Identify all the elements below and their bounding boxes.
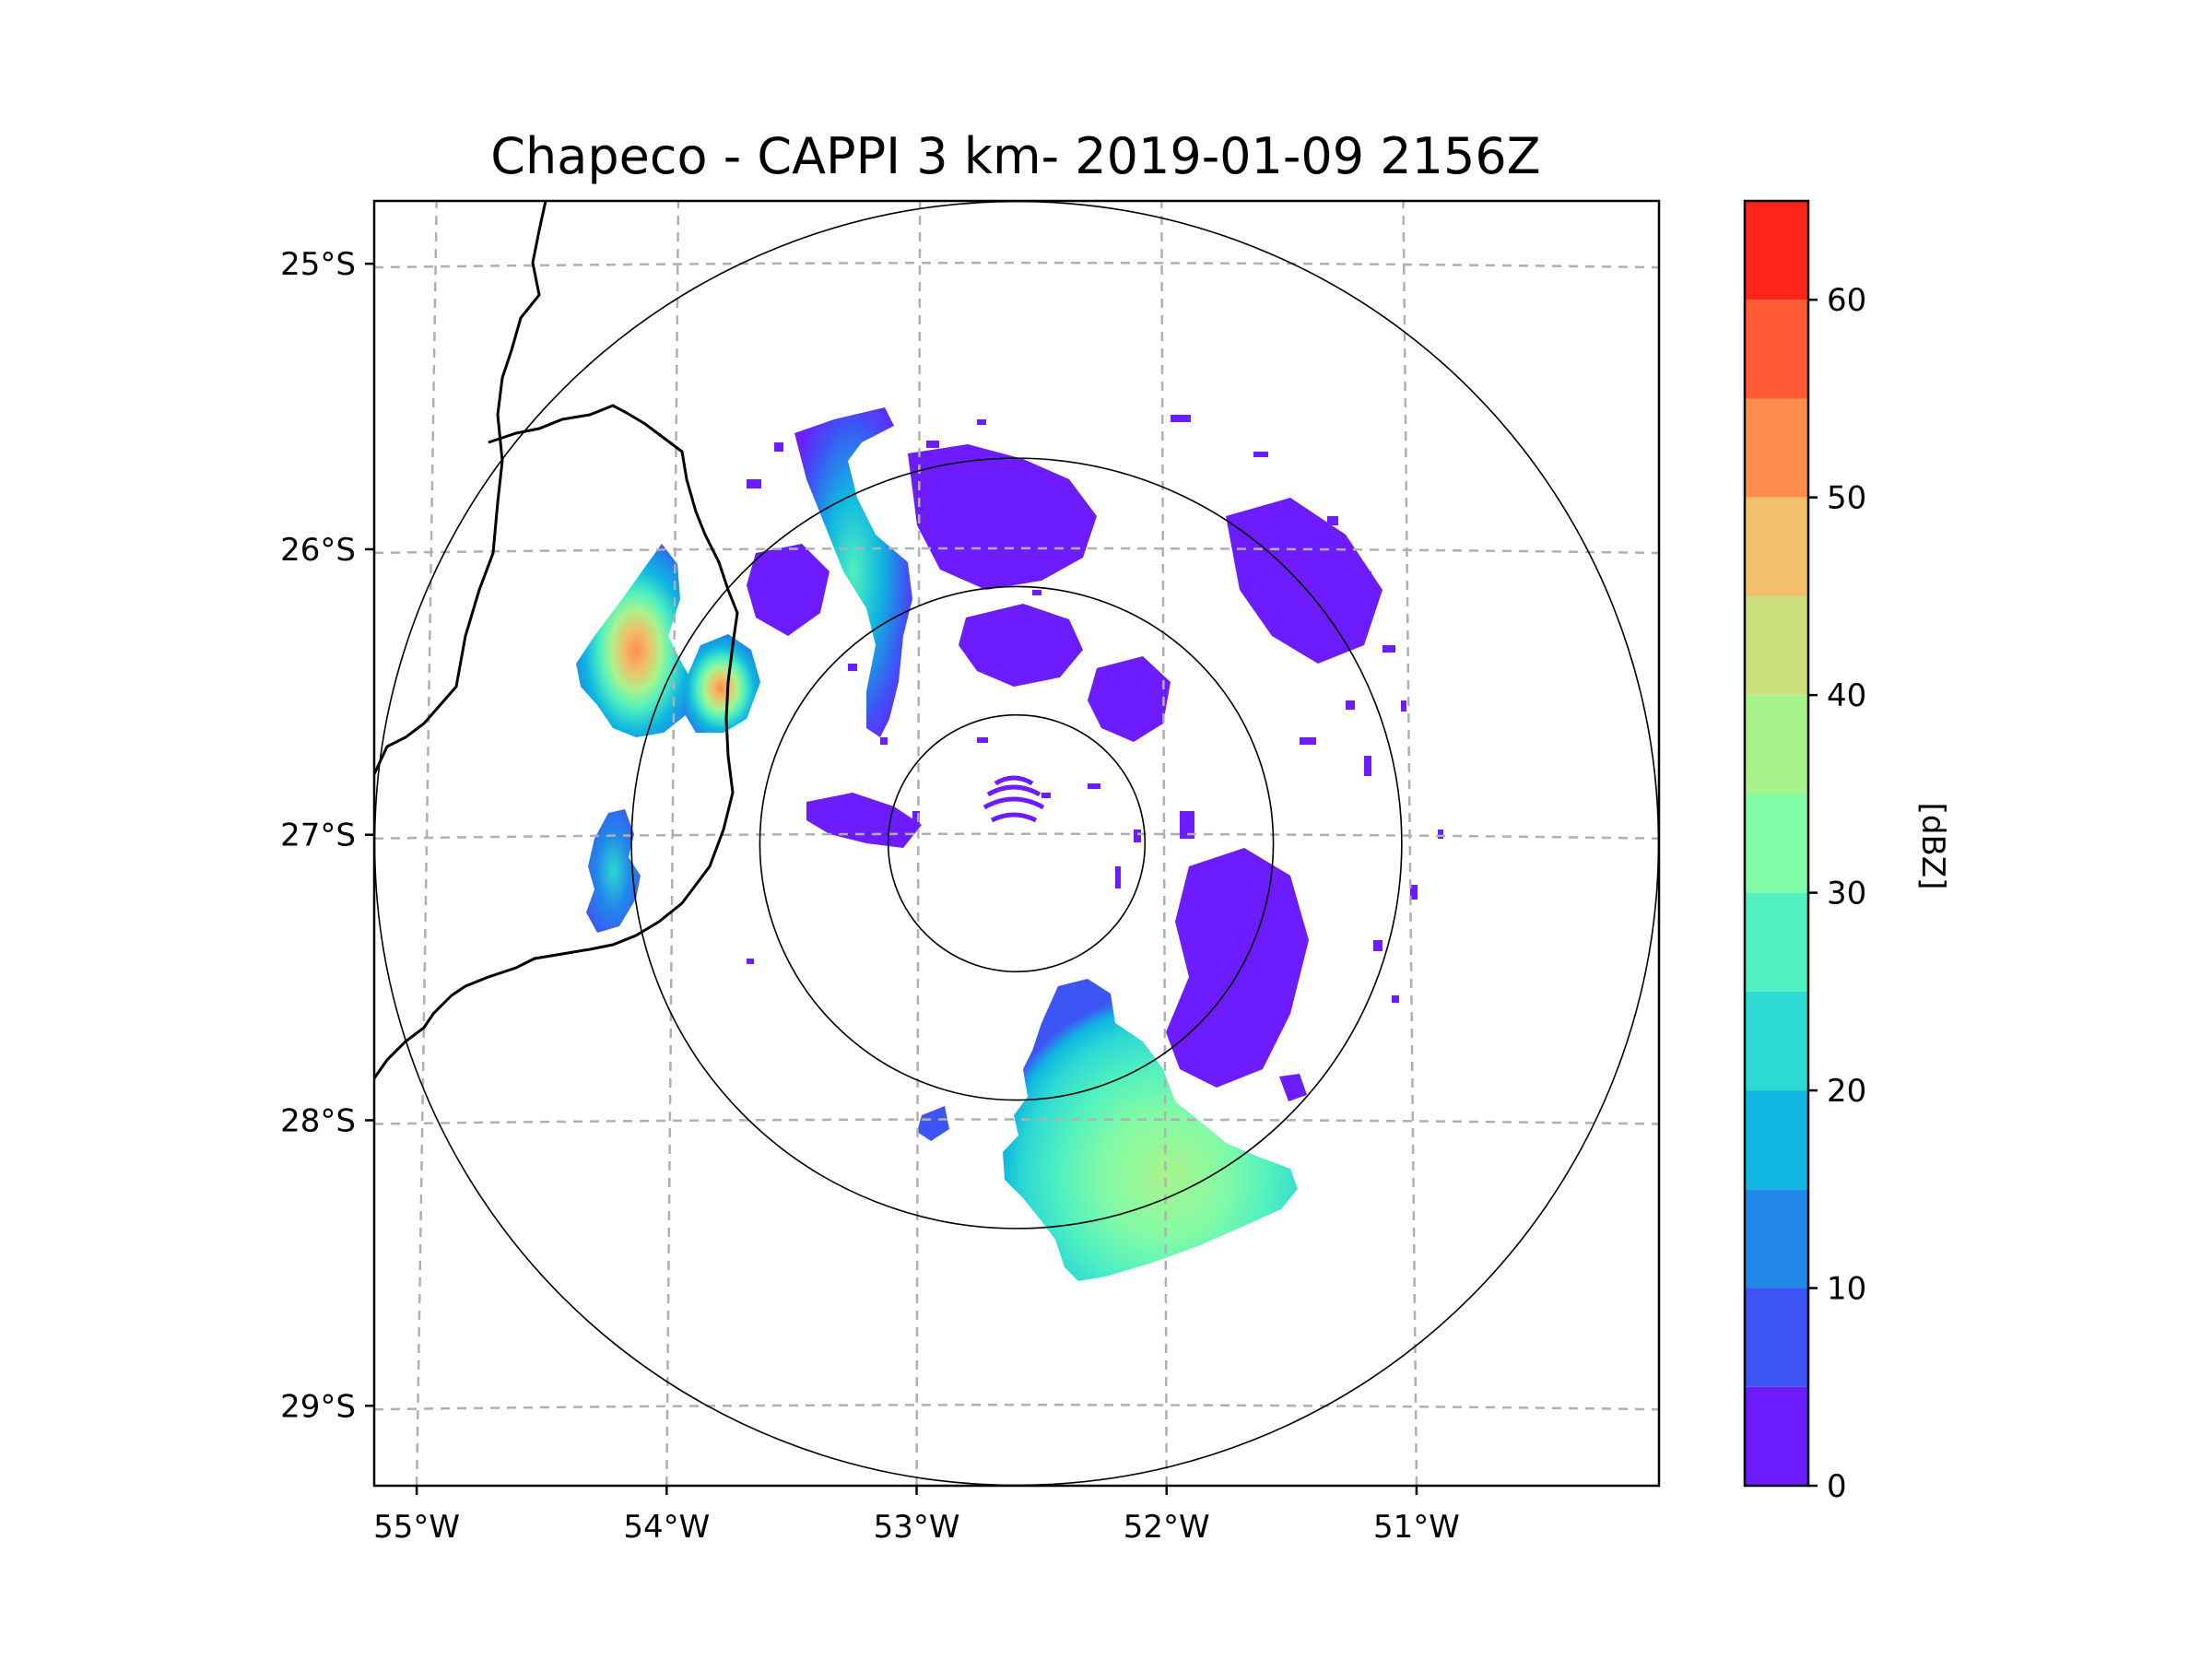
colorbar-segment-60: [1745, 201, 1808, 300]
colorbar-tick-label: 0: [1827, 1468, 1847, 1505]
colorbar-tick-label: 10: [1827, 1271, 1866, 1308]
colorbar-segment-15: [1745, 1090, 1808, 1190]
echo-near-radar-arcs: [982, 775, 1045, 823]
colorbar-segment-30: [1745, 794, 1808, 893]
echo-east-stratiform: [1166, 848, 1309, 1088]
colorbar-segment-35: [1745, 695, 1808, 794]
echo-western-cell-1: [576, 544, 696, 737]
colorbar-tick-label: 40: [1827, 677, 1866, 714]
colorbar-segment-25: [1745, 892, 1808, 992]
colorbar-frame: [1743, 199, 1810, 1488]
colorbar-segment-20: [1745, 991, 1808, 1091]
gridline-lat-1: [374, 547, 1659, 555]
echo-east-fleck: [1279, 1074, 1307, 1101]
echo-northern-band: [794, 407, 912, 737]
echo-northeast-stratiform: [1226, 498, 1382, 664]
plot-area: [374, 201, 1659, 1486]
gridline-lon-1: [665, 201, 680, 1486]
echo-mid-stratiform: [1088, 656, 1171, 742]
echo-western-cell-2: [682, 634, 760, 733]
y-tick-label: 27°S: [280, 818, 356, 854]
reflectivity-field: [576, 407, 1443, 1281]
echo-central-stratiform: [959, 604, 1083, 687]
y-tick-label: 29°S: [280, 1388, 356, 1425]
gridline-lon-4: [1402, 201, 1418, 1486]
echo-scatter-flecks: [747, 415, 1443, 1003]
gridline-lat-3: [374, 1118, 1659, 1125]
gridline-lon-2: [915, 201, 922, 1486]
range-ring-50km: [887, 713, 1147, 973]
gridline-lon-3: [1160, 201, 1168, 1486]
gridline-lat-4: [374, 1404, 1659, 1411]
colorbar-segment-10: [1745, 1189, 1808, 1288]
x-tick-label: 52°W: [1124, 1509, 1210, 1546]
y-tick-label: 28°S: [280, 1102, 356, 1139]
y-axis: 25°S 26°S 27°S 28°S 29°S: [280, 246, 374, 1425]
colorbar-segment-40: [1745, 595, 1808, 696]
echo-southern-cell: [1003, 979, 1298, 1281]
y-tick-label: 25°S: [280, 246, 356, 283]
x-axis: 55°W 54°W 53°W 52°W 51°W: [373, 1486, 1460, 1546]
colorbar: 0 10 20 30 40 50 60: [1743, 199, 1866, 1505]
y-tick-label: 26°S: [280, 532, 356, 569]
echo-northwest-stratiform: [747, 544, 830, 636]
x-tick-label: 54°W: [623, 1509, 710, 1546]
colorbar-segment-50: [1745, 398, 1808, 498]
echo-southwest-small: [917, 1106, 949, 1141]
colorbar-tick-label: 60: [1827, 282, 1866, 319]
colorbar-tick-label: 20: [1827, 1073, 1866, 1110]
colorbar-segment-55: [1745, 300, 1808, 399]
gridline-lon-0: [415, 201, 438, 1486]
plot-frame: [372, 199, 1661, 1488]
colorbar-segment-45: [1745, 497, 1808, 596]
plot-background: [374, 201, 1659, 1486]
range-ring-100km: [759, 585, 1275, 1101]
graticule: [374, 201, 1659, 1486]
gridline-lat-2: [374, 832, 1659, 840]
border-argentina-brazil: [374, 201, 547, 775]
border-santa-catarina-west: [374, 404, 739, 1079]
colorbar-segment-5: [1745, 1288, 1808, 1387]
range-ring-150km: [630, 457, 1403, 1230]
colorbar-tick-label: 30: [1827, 876, 1866, 912]
echo-northern-stratiform: [908, 444, 1097, 590]
x-tick-label: 51°W: [1373, 1509, 1460, 1546]
colorbar-tick-label: 50: [1827, 480, 1866, 517]
x-tick-label: 55°W: [373, 1509, 460, 1546]
x-tick-label: 53°W: [874, 1509, 960, 1546]
echo-western-small-cell: [586, 809, 641, 933]
chart-title: Chapeco - CAPPI 3 km- 2019-01-09 2156Z: [490, 127, 1540, 185]
colorbar-segment-0: [1745, 1386, 1808, 1486]
gridline-lat-0: [374, 261, 1659, 269]
border-lines: [374, 201, 739, 1079]
colorbar-label: [dBZ]: [1914, 803, 1951, 890]
